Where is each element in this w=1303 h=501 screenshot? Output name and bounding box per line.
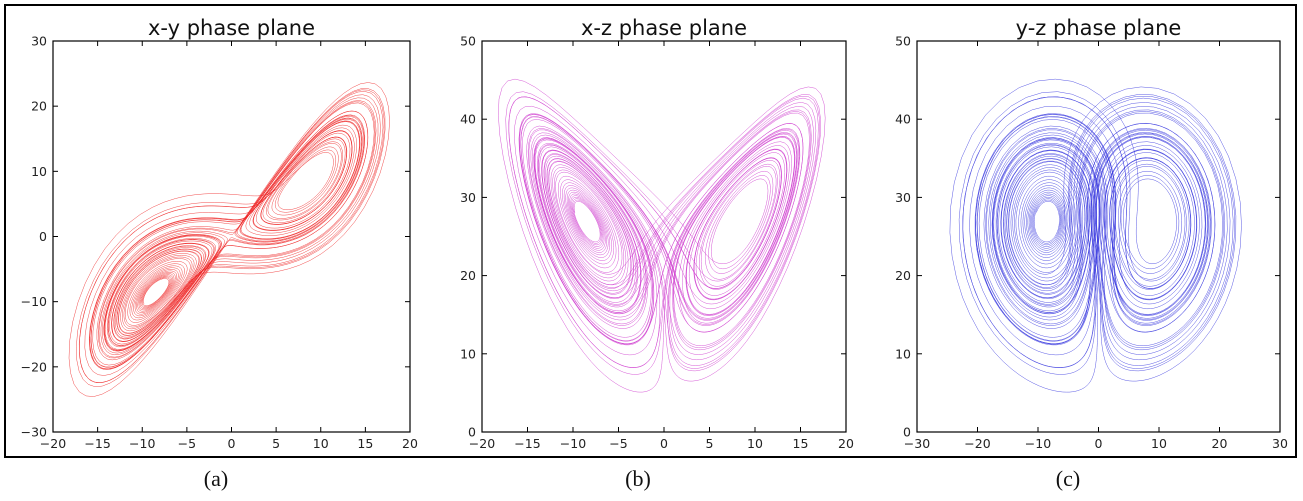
y-tick-label: 0 bbox=[468, 425, 476, 440]
x-tick-label: 15 bbox=[357, 436, 373, 451]
x-tick-label: 20 bbox=[838, 436, 854, 451]
y-tick-label: 30 bbox=[460, 190, 476, 205]
x-tick-label: −20 bbox=[964, 436, 990, 451]
y-tick-label: 10 bbox=[895, 346, 911, 361]
caption-c: (c) bbox=[1055, 466, 1081, 491]
x-tick-label: 20 bbox=[1212, 436, 1228, 451]
axes-box bbox=[52, 40, 411, 433]
x-tick-label: 5 bbox=[706, 436, 714, 451]
x-tick-label: −5 bbox=[178, 436, 196, 451]
panel-title: x-y phase plane bbox=[148, 16, 315, 40]
y-tick-label: 0 bbox=[903, 425, 911, 440]
y-tick-label: 40 bbox=[460, 112, 476, 127]
y-tick-label: −30 bbox=[21, 425, 47, 440]
y-tick-label: 20 bbox=[460, 268, 476, 283]
panel-title: y-z phase plane bbox=[1016, 16, 1182, 40]
x-tick-label: −10 bbox=[560, 436, 586, 451]
x-tick-label: 10 bbox=[747, 436, 763, 451]
y-tick-label: −10 bbox=[21, 294, 47, 309]
y-tick-label: 30 bbox=[895, 190, 911, 205]
x-tick-label: 0 bbox=[228, 436, 236, 451]
y-tick-label: 20 bbox=[895, 268, 911, 283]
y-tick-label: 50 bbox=[895, 34, 911, 49]
x-tick-label: −10 bbox=[129, 436, 155, 451]
y-tick-label: 10 bbox=[460, 346, 476, 361]
x-tick-label: 30 bbox=[1272, 436, 1288, 451]
x-tick-label: −20 bbox=[40, 436, 66, 451]
y-tick-label: 50 bbox=[460, 34, 476, 49]
x-tick-label: −5 bbox=[609, 436, 627, 451]
x-tick-label: −15 bbox=[514, 436, 540, 451]
caption-b: (b) bbox=[625, 466, 651, 491]
x-tick-label: 20 bbox=[402, 436, 418, 451]
x-tick-label: 10 bbox=[1151, 436, 1167, 451]
y-tick-label: 20 bbox=[31, 99, 47, 114]
y-tick-label: 0 bbox=[39, 229, 47, 244]
panel-title: x-z phase plane bbox=[581, 16, 747, 40]
y-tick-label: 10 bbox=[31, 164, 47, 179]
x-tick-label: 0 bbox=[660, 436, 668, 451]
trajectory-line bbox=[949, 78, 1242, 393]
y-tick-label: −20 bbox=[21, 359, 47, 374]
x-tick-label: 0 bbox=[1095, 436, 1103, 451]
caption-a: (a) bbox=[203, 466, 229, 491]
panel-3: −30 −20 −10 0 10 20 30 0 10 20 30 40 50 y-z phase pla… bbox=[895, 16, 1288, 451]
trajectory-line bbox=[68, 82, 390, 397]
trajectory-line bbox=[498, 78, 826, 393]
x-tick-label: −30 bbox=[904, 436, 930, 451]
x-tick-label: 10 bbox=[313, 436, 329, 451]
y-tick-label: 30 bbox=[31, 34, 47, 49]
y-tick-label: 40 bbox=[895, 112, 911, 127]
panel-2: −20 −15 −10 −5 0 5 10 15 20 0 10 20 30 40 50 x-z phase … bbox=[460, 16, 854, 451]
x-tick-label: 15 bbox=[793, 436, 809, 451]
x-tick-label: −15 bbox=[84, 436, 110, 451]
x-tick-label: 5 bbox=[272, 436, 280, 451]
x-tick-label: −20 bbox=[469, 436, 495, 451]
x-tick-label: −10 bbox=[1025, 436, 1051, 451]
